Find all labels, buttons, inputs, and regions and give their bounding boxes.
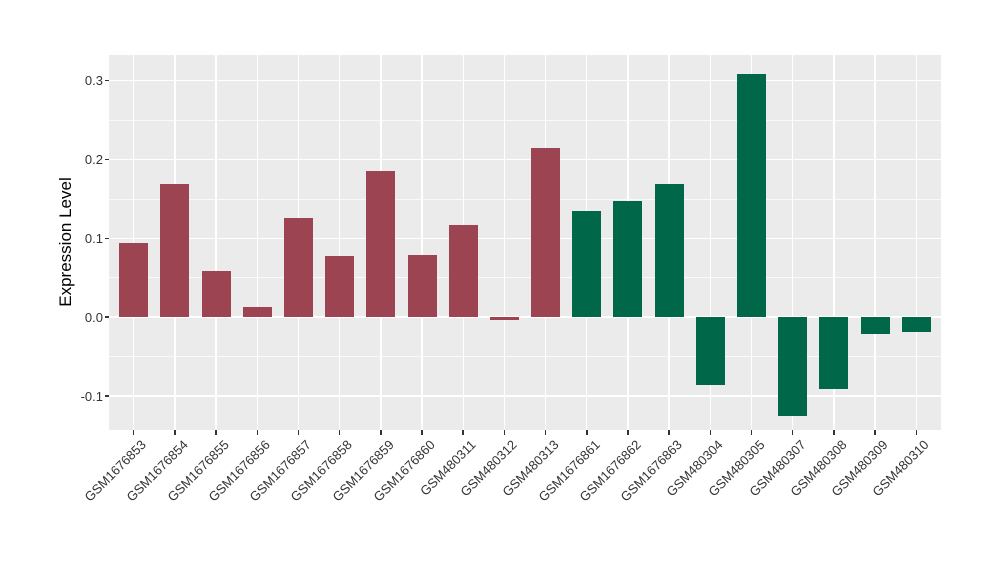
bar [531,148,561,318]
y-tick-mark [104,316,109,318]
x-tick-mark [297,430,300,435]
y-tick-label: 0.0 [84,309,103,325]
x-tick-mark [627,430,629,435]
bar [448,224,478,318]
bar [407,254,437,318]
x-tick-mark [915,430,918,435]
vertical-gridline [256,55,258,430]
bar [366,171,396,318]
vertical-gridline [421,55,423,430]
x-tick-mark [586,430,588,435]
plot-panel [109,55,941,430]
bar [901,317,931,333]
bar [160,183,190,318]
x-tick-mark [750,430,753,435]
bar [695,317,725,386]
minor-gridline [109,356,941,358]
x-tick-mark [380,430,382,435]
bar [654,183,684,318]
x-tick-mark [874,430,876,435]
major-gridline [109,158,941,161]
x-tick-mark [132,430,135,435]
vertical-gridline [215,55,217,430]
vertical-gridline [874,55,876,430]
y-tick-label: 0.1 [84,230,103,246]
x-tick-mark [215,430,217,435]
x-tick-mark [544,430,547,435]
minor-gridline [109,198,941,200]
major-gridline [109,79,941,82]
major-gridline [109,316,941,318]
vertical-gridline [833,55,835,430]
minor-gridline [109,277,941,279]
x-tick-mark [833,430,835,435]
x-tick-mark [668,430,670,435]
bar [572,210,602,318]
y-tick-label: 0.2 [84,151,103,167]
vertical-gridline [338,55,341,430]
x-tick-mark [462,430,464,435]
bar [119,243,149,318]
vertical-gridline [133,55,135,430]
x-tick-mark [503,430,506,435]
y-tick-mark [104,237,109,240]
minor-gridline [109,119,941,121]
bar [819,317,849,389]
x-tick-mark [421,430,423,435]
y-tick-mark [104,158,109,161]
x-tick-mark [791,430,794,435]
bar [613,200,643,318]
bar [201,270,231,318]
bar [242,306,272,318]
y-axis-title: Expression Level [56,177,75,307]
bar [778,317,808,416]
bar [489,317,519,321]
x-tick-mark [338,430,341,435]
bar [283,217,313,318]
vertical-gridline [792,55,794,430]
bar [860,317,890,334]
vertical-gridline [503,55,506,430]
vertical-gridline [709,55,712,430]
bar [737,74,767,318]
major-gridline [109,395,941,397]
x-tick-mark [256,430,259,435]
y-tick-mark [104,395,109,397]
x-tick-mark [174,430,176,435]
y-tick-mark [104,79,109,82]
major-gridline [109,237,941,240]
y-tick-label: -0.1 [80,388,103,404]
x-tick-mark [709,430,712,435]
y-tick-label: 0.3 [84,73,103,89]
bar [325,255,355,318]
vertical-gridline [915,55,917,430]
